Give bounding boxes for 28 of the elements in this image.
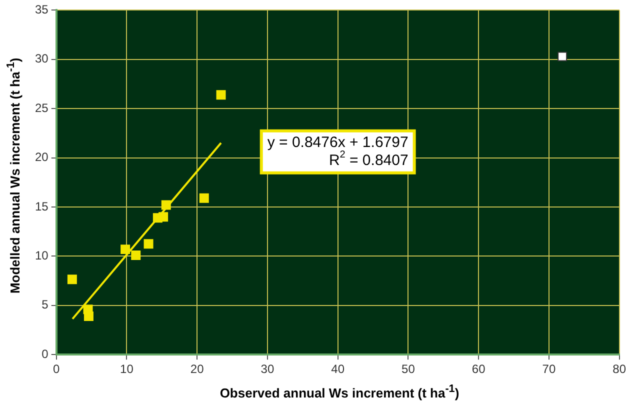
- x-tick-label: 80: [612, 362, 626, 376]
- point: [67, 274, 77, 284]
- y-tick-label: 10: [34, 248, 49, 263]
- point: [84, 311, 94, 321]
- point: [120, 244, 130, 254]
- y-tick-label: 35: [34, 2, 49, 17]
- point: [161, 200, 171, 210]
- y-tick-label: 25: [34, 100, 49, 115]
- x-tick-label: 10: [120, 362, 134, 376]
- y-tick-label: 5: [42, 298, 49, 312]
- y-tick-label: 0: [42, 346, 49, 361]
- point: [158, 212, 168, 222]
- x-tick-label: 0: [53, 362, 60, 376]
- point: [199, 193, 209, 203]
- x-tick-label: 50: [402, 362, 416, 376]
- x-tick-label: 20: [190, 362, 204, 376]
- point: [216, 90, 226, 100]
- point: [144, 239, 154, 249]
- x-tick-label: 70: [542, 362, 556, 376]
- y-tick-label: 15: [34, 199, 49, 214]
- point: [131, 250, 141, 260]
- x-tick-label: 60: [472, 362, 486, 376]
- y-tick-label: 30: [34, 52, 49, 66]
- x-axis-title: Observed annual Ws increment (t ha$^{-1}$): [218, 383, 460, 400]
- x-tick-label: 40: [331, 362, 345, 376]
- y-tick-label: 20: [34, 150, 49, 164]
- point: [558, 52, 568, 62]
- x-tick-label: 30: [260, 362, 274, 376]
